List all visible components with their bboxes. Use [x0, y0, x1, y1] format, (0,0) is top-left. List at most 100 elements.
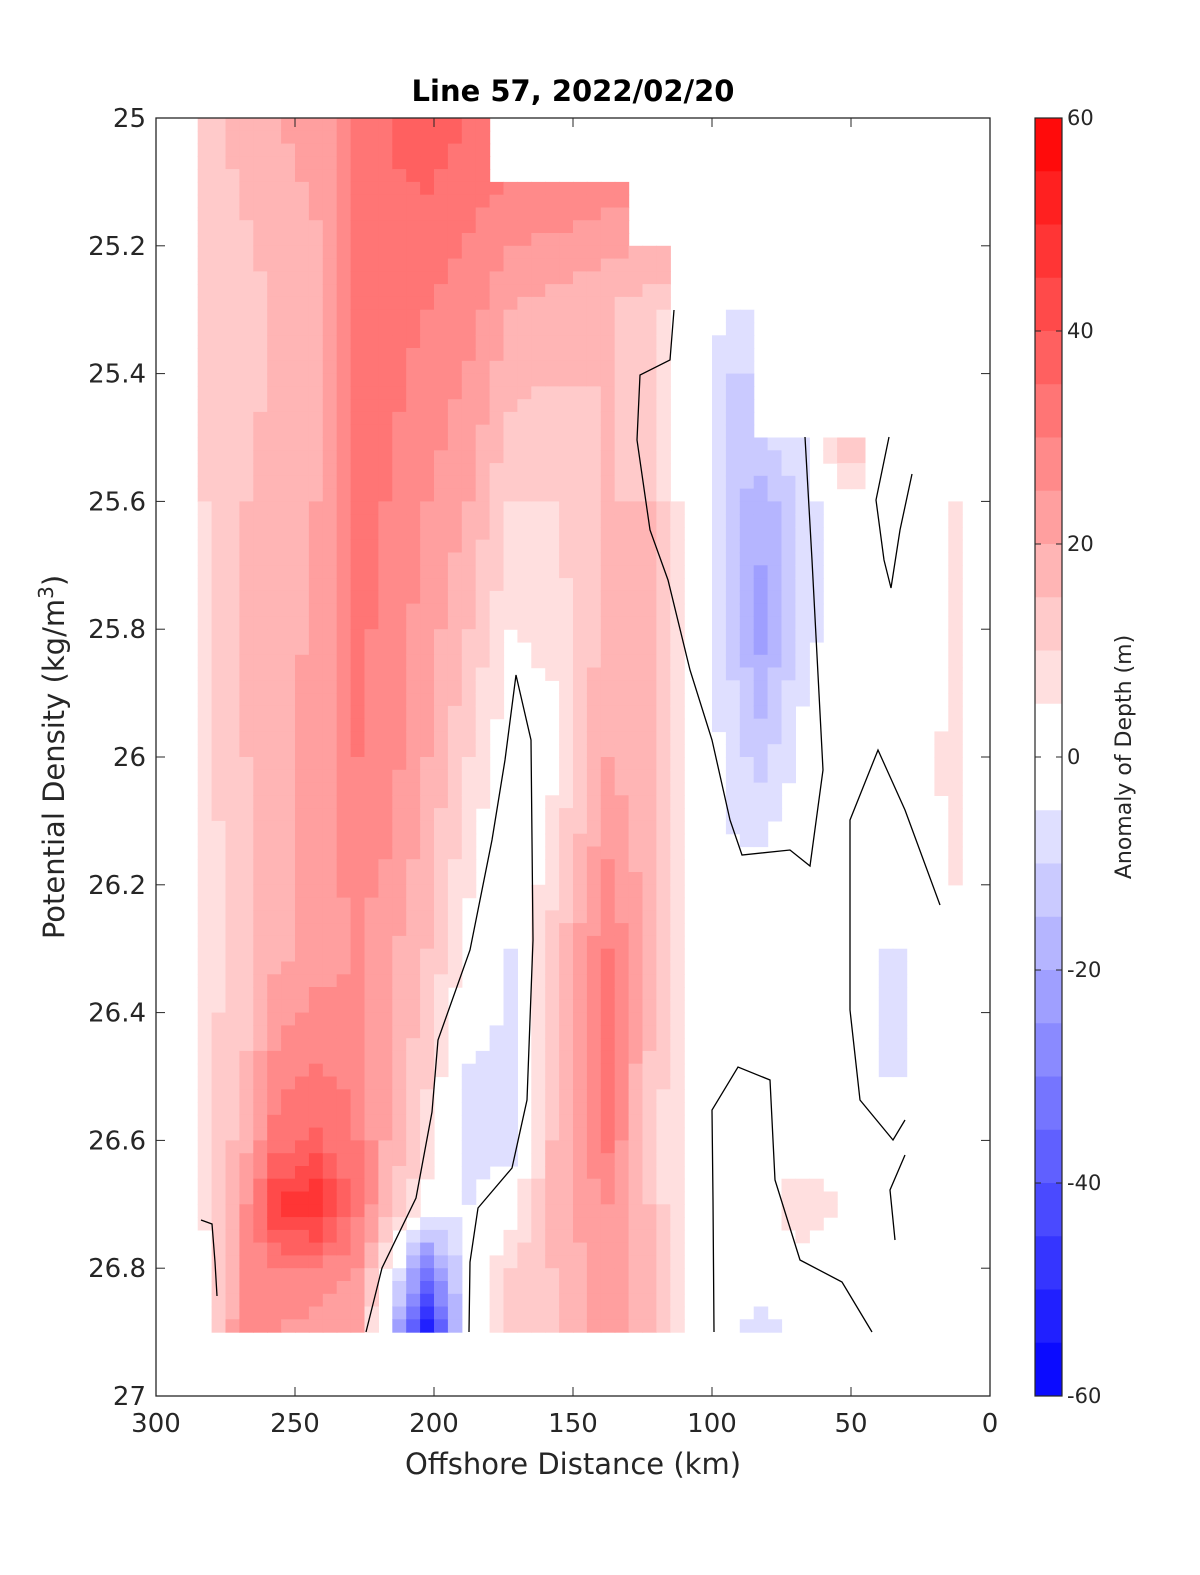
contour-cell	[892, 1025, 908, 1039]
contour-cell	[489, 654, 505, 669]
contour-cell	[295, 1268, 310, 1282]
contour-cell	[573, 846, 588, 860]
contour-cell	[267, 1114, 282, 1129]
contour-cell	[517, 271, 532, 285]
y-tick-label: 25.2	[88, 232, 146, 262]
contour-cell	[545, 872, 560, 886]
contour-cell	[573, 207, 588, 221]
contour-cell	[531, 1229, 546, 1244]
contour-cell	[628, 1153, 644, 1167]
contour-cell	[670, 1281, 685, 1295]
contour-cell	[531, 897, 546, 911]
contour-cell	[628, 808, 644, 822]
contour-cell	[517, 629, 532, 643]
contour-cell	[823, 450, 838, 464]
contour-cell	[420, 450, 435, 464]
contour-cell	[225, 757, 240, 771]
contour-cell	[600, 923, 616, 937]
contour-cell	[295, 181, 310, 196]
contour-cell	[573, 1268, 588, 1282]
contour-cell	[586, 795, 602, 809]
contour-cell	[225, 846, 240, 860]
contour-cell	[392, 693, 407, 707]
contour-cell	[225, 1293, 240, 1308]
contour-cell	[447, 859, 463, 873]
contour-cell	[586, 309, 602, 324]
contour-cell	[434, 999, 449, 1014]
zero-contour-deep	[711, 1066, 873, 1333]
contour-cell	[267, 335, 282, 349]
contour-cell	[406, 654, 421, 669]
contour-cell	[545, 935, 560, 950]
contour-cell	[253, 1153, 268, 1167]
contour-cell	[406, 884, 421, 899]
contour-cell	[378, 296, 393, 311]
contour-cell	[656, 411, 671, 426]
contour-cell	[586, 757, 602, 771]
contour-cell	[642, 935, 657, 950]
contour-cell	[420, 284, 435, 298]
contour-cell	[420, 194, 435, 209]
contour-cell	[197, 475, 213, 490]
contour-cell	[225, 974, 240, 988]
contour-cell	[378, 1229, 393, 1244]
contour-cell	[503, 590, 518, 605]
contour-cell	[322, 1166, 338, 1180]
contour-cell	[767, 757, 783, 771]
contour-cell	[753, 705, 769, 720]
contour-cell	[753, 488, 769, 502]
contour-cell	[295, 705, 310, 720]
contour-cell	[322, 910, 338, 924]
contour-cell	[253, 156, 268, 170]
contour-cell	[545, 884, 560, 899]
contour-cell	[225, 501, 240, 515]
contour-cell	[614, 322, 630, 336]
contour-cell	[642, 514, 657, 528]
contour-cell	[239, 948, 254, 963]
contour-cell	[378, 169, 393, 183]
contour-cell	[308, 910, 324, 924]
contour-cell	[586, 769, 602, 784]
contour-cell	[350, 335, 366, 349]
contour-cell	[656, 360, 671, 375]
contour-cell	[295, 501, 310, 515]
contour-cell	[586, 897, 602, 911]
contour-cell	[253, 884, 268, 899]
contour-cell	[517, 1229, 532, 1244]
contour-cell	[600, 974, 616, 988]
contour-cell	[628, 769, 644, 784]
contour-cell	[503, 552, 518, 566]
contour-cell	[531, 1191, 546, 1205]
contour-cell	[892, 974, 908, 988]
contour-cell	[197, 514, 213, 528]
contour-cell	[753, 693, 769, 707]
contour-cell	[447, 680, 463, 694]
contour-cell	[600, 1063, 616, 1078]
contour-cell	[378, 1025, 393, 1039]
contour-cell	[461, 616, 477, 630]
contour-cell	[281, 463, 296, 477]
contour-cell	[712, 348, 727, 362]
contour-cell	[211, 718, 227, 733]
contour-cell	[295, 999, 310, 1014]
contour-cell	[461, 386, 477, 400]
contour-cell	[364, 1038, 379, 1052]
contour-cell	[308, 514, 324, 528]
contour-cell	[420, 667, 435, 681]
contour-cell	[197, 181, 213, 196]
contour-cell	[239, 961, 254, 975]
contour-cell	[420, 693, 435, 707]
zero-contour-east	[636, 309, 824, 868]
contour-cell	[434, 616, 449, 630]
contour-cell	[350, 284, 366, 298]
contour-cell	[406, 948, 421, 963]
contour-cell	[378, 1140, 393, 1154]
contour-cell	[670, 680, 685, 694]
contour-cell	[614, 1114, 630, 1129]
contour-cell	[378, 999, 393, 1014]
contour-cell	[322, 578, 338, 592]
contour-cell	[267, 169, 282, 183]
contour-cell	[614, 411, 630, 426]
contour-cell	[739, 348, 755, 362]
contour-cell	[434, 859, 449, 873]
